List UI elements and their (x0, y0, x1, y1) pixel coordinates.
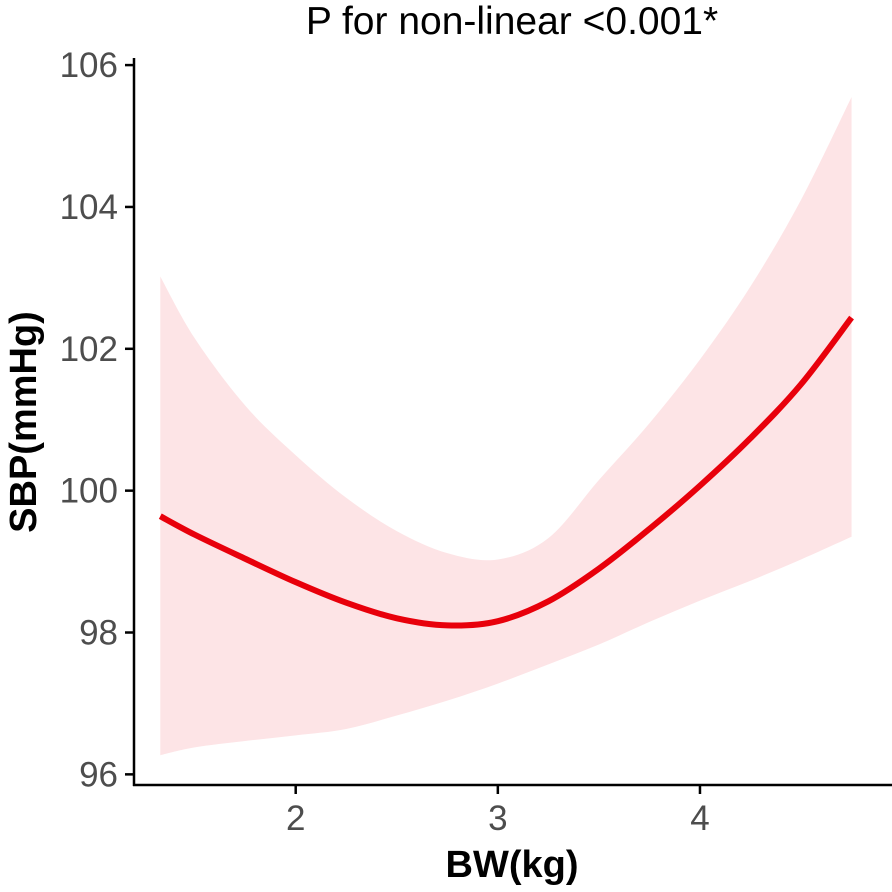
series-line-0 (158, 315, 854, 629)
x-tick-label-3: 3 (488, 799, 507, 838)
x-tick-label-4: 4 (690, 799, 709, 838)
y-tick-label-104: 104 (60, 188, 118, 227)
y-axis-label: SBP(mmHg) (3, 311, 45, 533)
y-tick-label-100: 100 (60, 472, 118, 511)
axes: 96 98 100 102 104 106 2 3 4 (60, 46, 892, 838)
y-tick-label-102: 102 (60, 330, 118, 369)
x-axis-label: BW(kg) (446, 844, 579, 886)
line-layer (158, 315, 854, 629)
confidence-band-layer (160, 97, 852, 756)
chart-title: P for non-linear <0.001* (306, 0, 718, 43)
x-tick-label-2: 2 (286, 799, 305, 838)
y-tick-label-96: 96 (79, 755, 118, 794)
confidence-band-0 (160, 97, 852, 756)
y-tick-label-106: 106 (60, 46, 118, 85)
y-tick-label-98: 98 (79, 614, 118, 653)
